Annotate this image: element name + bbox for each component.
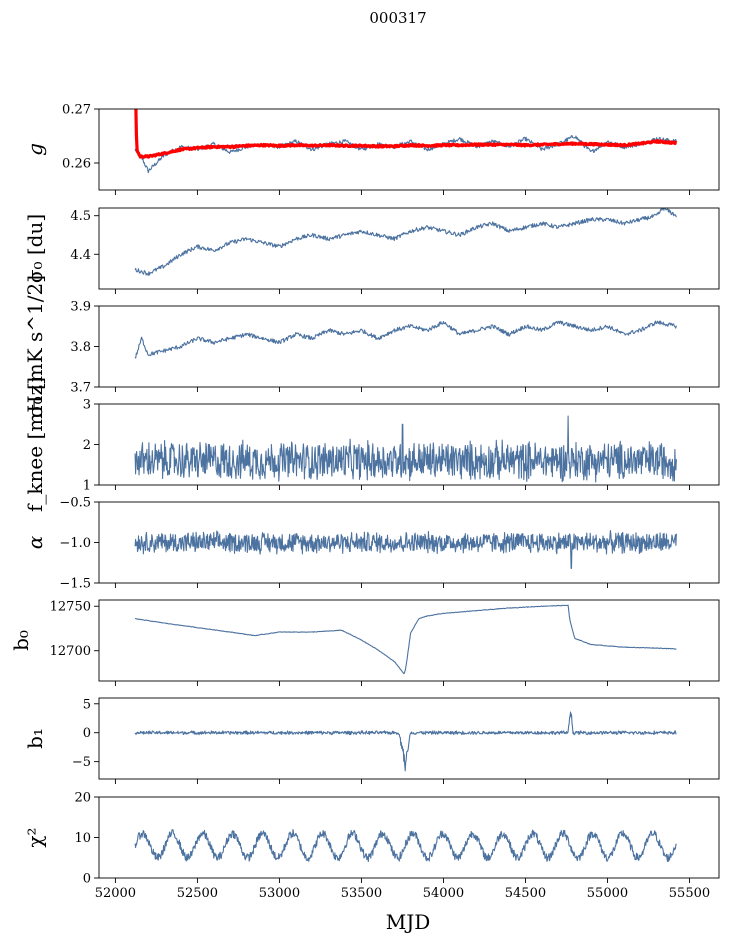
- panel-fknee: 1 2 3 f_knee [mHz]: [23, 377, 720, 512]
- panel-sigma0: 4.4 4.5 σ₀ [du]: [23, 207, 720, 294]
- y-tick-label-sigma0_phys: 3.9: [70, 300, 91, 315]
- series-line-b0: [135, 604, 677, 675]
- y-axis-label-sigma0_phys: σ₀ [mK s^1/2]: [23, 275, 47, 418]
- plot-area-chi2: [134, 829, 677, 863]
- panel-alpha: −1.5 −1.0 −0.5 α: [23, 496, 720, 592]
- plot-area-b0: [135, 604, 677, 675]
- series-line-alpha: [134, 529, 677, 569]
- axes-frame-sigma0_phys: [98, 305, 720, 388]
- y-tick-label-g: 0.26: [62, 157, 91, 172]
- axes-frame-fknee: [98, 403, 720, 486]
- axes-frame-b1: [98, 697, 720, 780]
- y-axis-label-g: g: [23, 143, 47, 156]
- y-tick-label-chi2: 20: [74, 791, 91, 806]
- y-tick-label-sigma0_phys: 3.8: [70, 340, 91, 355]
- y-axis-label-chi2: χ²: [23, 827, 47, 847]
- y-tick-label-chi2: 10: [74, 831, 91, 846]
- y-tick-label-alpha: −1.0: [59, 536, 91, 551]
- panel-b1: −5 0 5 b₁: [23, 697, 720, 784]
- series-line-g-fit: [134, 109, 678, 159]
- y-axis-label-alpha: α: [23, 535, 47, 549]
- x-tick-label: 53500: [341, 886, 382, 901]
- series-line-chi2: [134, 829, 677, 863]
- x-tick-label: 53000: [259, 886, 300, 901]
- y-tick-label-fknee: 1: [83, 479, 91, 494]
- axes-frame-b0: [98, 599, 720, 682]
- plot-area-g: [134, 109, 678, 174]
- y-tick-label-b1: −5: [72, 755, 91, 770]
- y-axis-label-sigma0: σ₀ [du]: [23, 214, 47, 283]
- y-tick-label-b0: 12700: [50, 644, 91, 659]
- x-tick-label: 54000: [423, 886, 464, 901]
- y-tick-label-sigma0_phys: 3.7: [70, 381, 91, 396]
- plot-area-sigma0_phys: [134, 320, 677, 359]
- y-tick-label-fknee: 2: [83, 438, 91, 453]
- panel-g: 0.26 0.27 g: [23, 103, 720, 195]
- series-line-b1: [134, 711, 677, 772]
- series-line-fknee: [134, 415, 677, 483]
- x-tick-label: 52500: [177, 886, 218, 901]
- panel-chi2: 0 10 20 52000 52500 53000 53500 54000 54500 55000…: [23, 791, 720, 901]
- x-axis-label: MJD: [386, 910, 431, 934]
- panel-sigma0_phys: 3.7 3.8 3.9 σ₀ [mK s^1/2]: [23, 275, 720, 418]
- y-axis-label-fknee: f_knee [mHz]: [23, 377, 47, 512]
- x-tick-label: 55500: [669, 886, 710, 901]
- axes-frame-g: [98, 108, 720, 191]
- y-tick-label-fknee: 3: [83, 398, 91, 413]
- series-line-sigma0-phys: [134, 320, 677, 359]
- y-tick-label-sigma0: 4.4: [70, 248, 91, 263]
- plot-area-fknee: [134, 415, 677, 483]
- y-tick-label-sigma0: 4.5: [70, 209, 91, 224]
- y-tick-label-alpha: −0.5: [59, 496, 91, 511]
- plot-area-sigma0: [134, 208, 677, 276]
- x-tick-label: 52000: [95, 886, 136, 901]
- figure-title: 000317: [369, 9, 426, 27]
- axes-frame-sigma0: [98, 207, 720, 290]
- series-line-g: [134, 135, 677, 174]
- plot-area-alpha: [134, 529, 677, 569]
- y-tick-label-b1: 5: [83, 697, 91, 712]
- series-line-sigma0: [134, 208, 677, 276]
- x-tick-label: 55000: [587, 886, 628, 901]
- y-tick-label-chi2: 0: [83, 872, 91, 887]
- y-tick-label-b0: 12750: [50, 600, 91, 615]
- y-tick-label-b1: 0: [83, 726, 91, 741]
- x-tick-label: 54500: [505, 886, 546, 901]
- plot-area-b1: [134, 711, 677, 772]
- y-axis-label-b1: b₁: [23, 728, 47, 749]
- y-tick-label-g: 0.27: [62, 103, 91, 118]
- subplot-stack: 0.26 0.27 g 4.4 4.5 σ₀ [du] 3.7 3.8 3.9 σ₀ [mK s^…: [9, 103, 720, 901]
- panel-b0: 12700 12750 b₀: [9, 599, 720, 686]
- y-axis-label-b0: b₀: [9, 630, 33, 651]
- y-tick-label-alpha: −1.5: [59, 577, 91, 592]
